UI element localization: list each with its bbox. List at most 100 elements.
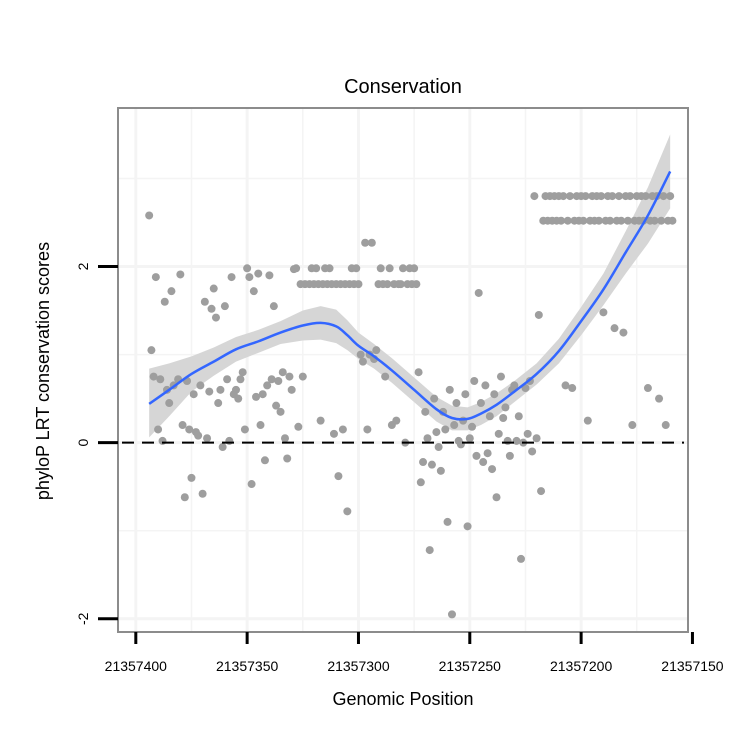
y-tick-label: 2 <box>75 262 91 270</box>
data-point <box>316 416 325 425</box>
data-point <box>287 385 296 394</box>
data-point <box>657 216 666 225</box>
data-point <box>617 216 626 225</box>
data-point <box>238 368 247 377</box>
data-point <box>372 346 381 355</box>
data-point <box>376 264 385 273</box>
data-point <box>209 284 218 293</box>
data-point <box>490 390 499 399</box>
data-point <box>189 390 198 399</box>
data-point <box>579 216 588 225</box>
data-point <box>485 412 494 421</box>
data-point <box>145 211 154 220</box>
data-point <box>532 434 541 443</box>
data-point <box>285 372 294 381</box>
plot-panel <box>117 107 689 633</box>
x-tick-label: 21357300 <box>327 658 390 674</box>
x-tick-label: 21357150 <box>661 658 724 674</box>
data-point <box>568 384 577 393</box>
data-point <box>606 216 615 225</box>
data-point <box>263 381 272 390</box>
data-point <box>243 264 252 273</box>
data-point <box>523 429 532 438</box>
data-point <box>234 394 243 403</box>
data-point <box>298 372 307 381</box>
data-point <box>505 451 514 460</box>
data-point <box>254 269 263 278</box>
data-point <box>425 546 434 555</box>
data-point <box>465 434 474 443</box>
data-point <box>220 302 229 311</box>
data-point <box>187 473 196 482</box>
data-point <box>165 399 174 408</box>
data-point <box>452 399 461 408</box>
data-point <box>363 425 372 434</box>
data-point <box>367 238 376 247</box>
data-point <box>211 313 220 322</box>
data-point <box>419 458 428 467</box>
data-point <box>352 264 361 273</box>
data-point <box>283 454 292 463</box>
y-tick-label: 0 <box>75 439 91 447</box>
data-point <box>325 264 334 273</box>
y-tick-label: -2 <box>75 612 91 625</box>
data-point <box>559 192 568 201</box>
data-point <box>481 381 490 390</box>
data-point <box>338 425 347 434</box>
data-point <box>530 192 539 201</box>
data-point <box>514 412 523 421</box>
x-tick-label: 21357400 <box>105 658 168 674</box>
data-point <box>434 443 443 452</box>
data-point <box>468 422 477 431</box>
data-point <box>461 390 470 399</box>
data-point <box>668 216 677 225</box>
data-point <box>151 273 160 282</box>
data-point <box>443 517 452 526</box>
smooth-line-layer <box>148 170 672 421</box>
data-point <box>456 440 465 449</box>
data-point <box>557 216 566 225</box>
data-point <box>194 431 203 440</box>
data-point <box>147 346 156 355</box>
data-point <box>218 443 227 452</box>
data-point <box>441 425 450 434</box>
data-point <box>274 377 283 386</box>
data-point <box>581 192 590 201</box>
data-point <box>200 297 209 306</box>
data-point <box>561 381 570 390</box>
data-point <box>436 466 445 475</box>
data-point <box>623 216 632 225</box>
x-tick-label: 21357200 <box>550 658 613 674</box>
data-point <box>154 425 163 434</box>
data-point <box>149 372 158 381</box>
data-point <box>470 377 479 386</box>
data-point <box>178 421 187 430</box>
data-point <box>383 280 392 289</box>
data-point <box>269 302 278 311</box>
y-axis: -2 0 2 <box>75 262 118 625</box>
data-point <box>594 216 603 225</box>
data-point <box>496 372 505 381</box>
data-point <box>158 436 167 445</box>
data-point <box>626 192 635 201</box>
data-point <box>510 381 519 390</box>
data-point <box>167 287 176 296</box>
data-point <box>483 449 492 458</box>
data-point <box>256 421 265 430</box>
data-point <box>294 422 303 431</box>
x-axis-label: Genomic Position <box>332 689 473 709</box>
data-point <box>414 368 423 377</box>
data-point <box>534 310 543 319</box>
data-point <box>492 493 501 502</box>
data-point <box>227 273 236 282</box>
data-point <box>258 390 267 399</box>
data-point <box>252 392 261 401</box>
data-point <box>494 429 503 438</box>
data-point <box>499 413 508 422</box>
data-point <box>265 271 274 280</box>
data-point <box>655 394 664 403</box>
data-point <box>641 192 650 201</box>
data-point <box>537 487 546 496</box>
data-point <box>247 480 256 489</box>
